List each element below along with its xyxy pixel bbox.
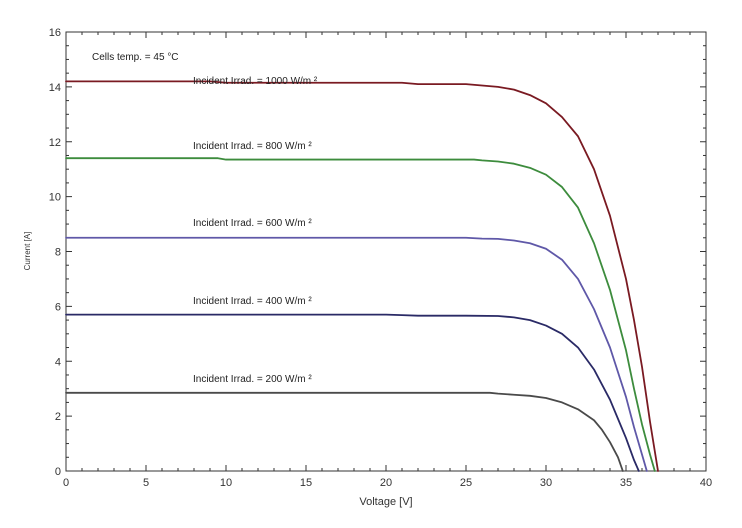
y-tick-label: 10: [49, 192, 61, 204]
y-tick-label: 6: [55, 301, 61, 313]
y-axis-title: Current [A]: [23, 232, 32, 271]
series-line-3: [65, 313, 640, 472]
x-tick-label: 20: [380, 477, 392, 489]
x-tick-label: 5: [143, 477, 149, 489]
x-tick-label: 40: [700, 477, 712, 489]
label-irr-200: Incident Irrad. = 200 W/m ²: [193, 374, 312, 385]
x-tick-label: 10: [220, 477, 232, 489]
label-irr-800: Incident Irrad. = 800 W/m ²: [193, 141, 312, 152]
y-tick-label: 4: [55, 356, 61, 368]
series-line-4: [65, 391, 624, 472]
y-tick-label: 16: [49, 27, 61, 39]
label-irr-400: Incident Irrad. = 400 W/m ²: [193, 296, 312, 307]
series-line-0: [65, 80, 659, 472]
y-tick-label: 14: [49, 82, 61, 94]
minor-ticks: [66, 32, 706, 471]
label-irr-600: Incident Irrad. = 600 W/m ²: [193, 218, 312, 229]
x-tick-label: 25: [460, 477, 472, 489]
y-tick-label: 12: [49, 137, 61, 149]
annotation-cells-temp: Cells temp. = 45 °C: [92, 52, 179, 63]
x-tick-label: 35: [620, 477, 632, 489]
y-tick-label: 2: [55, 411, 61, 423]
y-tick-label: 8: [55, 247, 61, 259]
label-irr-1000: Incident Irrad. = 1000 W/m ²: [193, 76, 318, 87]
tick-labels: 0 5 10 15 20 25 30 35 40 0 2 4 6 8 10 12 14 16: [49, 27, 712, 489]
series-line-2: [65, 236, 648, 472]
x-tick-label: 30: [540, 477, 552, 489]
series-lines: [65, 80, 659, 472]
x-tick-label: 0: [63, 477, 69, 489]
x-axis-title: Voltage [V]: [359, 496, 412, 508]
y-tick-label: 0: [55, 466, 61, 478]
x-tick-label: 15: [300, 477, 312, 489]
plot-frame: [65, 31, 707, 472]
major-ticks: [65, 31, 707, 472]
series-line-1: [65, 157, 656, 472]
